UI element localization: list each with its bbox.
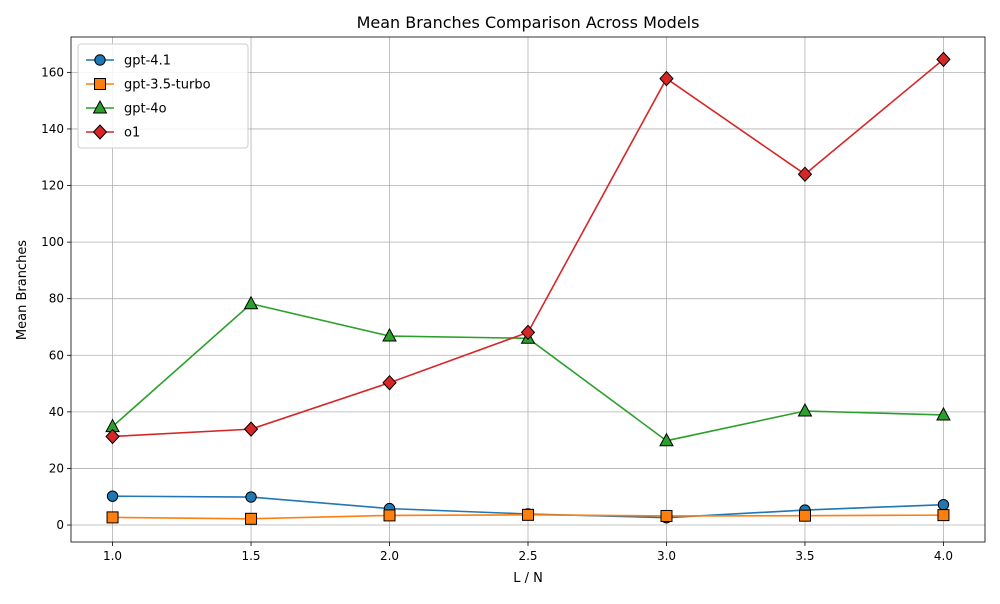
axes: 1.0 1.5 2.0 2.5 3.0 3.5 4.0 0 20 40 60 80 100 120 140 1… <box>41 36 986 563</box>
data-point <box>106 490 119 502</box>
data-point <box>382 374 397 391</box>
x-tick-label: 2.0 <box>380 549 399 563</box>
x-tick-label: 1.5 <box>241 549 260 563</box>
x-tick-label: 3.0 <box>657 549 676 563</box>
legend-marker <box>92 124 108 140</box>
legend-marker <box>94 54 106 66</box>
legend-marker <box>94 78 106 90</box>
series-group <box>105 51 951 525</box>
data-point <box>522 508 534 521</box>
data-point <box>106 511 119 524</box>
data-point <box>245 491 257 503</box>
y-tick-label: 120 <box>41 179 64 193</box>
legend-marker <box>92 99 108 114</box>
legend-label: o1 <box>124 126 140 141</box>
chart-title: Mean Branches Comparison Across Models <box>357 13 700 32</box>
legend-label: gpt-3.5-turbo <box>124 78 211 93</box>
data-point <box>245 512 258 525</box>
y-tick-label: 20 <box>49 461 64 475</box>
data-point <box>243 421 259 437</box>
x-tick-label: 4.0 <box>934 549 953 563</box>
legend-item: gpt-4.1 <box>86 54 171 69</box>
data-point <box>105 428 120 445</box>
y-axis-label: Mean Branches <box>15 240 30 340</box>
x-axis-label: L / N <box>513 571 543 586</box>
series-gpt-3.5-turbo <box>106 508 950 525</box>
data-point <box>659 70 674 87</box>
data-point <box>660 509 673 522</box>
legend-item: gpt-3.5-turbo <box>86 78 211 93</box>
data-point <box>243 295 259 310</box>
legend-item: gpt-4o <box>86 99 167 117</box>
y-tick-label: 40 <box>49 405 64 419</box>
legend-label: gpt-4.1 <box>124 54 171 69</box>
legend: gpt-4.1 gpt-3.5-turbo gpt-4o o1 <box>77 43 249 149</box>
data-point <box>936 51 951 68</box>
y-tick-label: 0 <box>56 518 64 532</box>
y-tick-label: 100 <box>41 235 64 249</box>
y-tick-label: 160 <box>41 65 64 79</box>
data-point <box>937 498 950 511</box>
data-point <box>798 509 811 522</box>
data-point <box>936 406 951 421</box>
data-point <box>659 432 674 447</box>
y-tick-label: 80 <box>49 292 64 306</box>
data-point <box>797 166 813 182</box>
legend-box <box>77 43 249 149</box>
plot-frame <box>70 36 986 543</box>
legend-item: o1 <box>86 124 140 141</box>
x-tick-label: 1.0 <box>103 549 122 563</box>
legend-label: gpt-4o <box>124 102 167 117</box>
data-point <box>797 402 813 417</box>
x-tick-label: 3.5 <box>795 549 814 563</box>
x-tick-label: 2.5 <box>518 549 537 563</box>
y-tick-label: 60 <box>49 348 64 362</box>
data-point <box>383 509 396 522</box>
y-tick-label: 140 <box>41 122 64 136</box>
data-point <box>520 324 536 341</box>
data-point <box>382 327 397 342</box>
data-point <box>937 509 950 522</box>
series-o1 <box>105 51 951 445</box>
